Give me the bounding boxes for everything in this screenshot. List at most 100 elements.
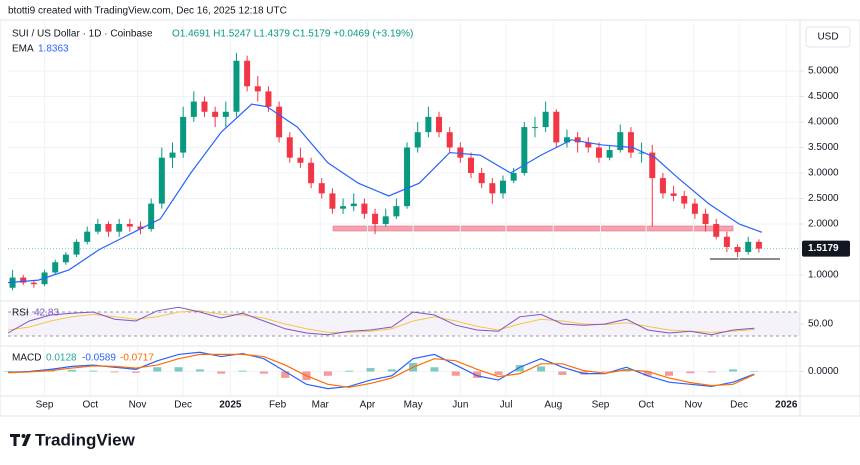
candle-body [382, 216, 389, 224]
candle-body [446, 132, 453, 148]
candle-body [318, 183, 325, 194]
candle-body [73, 241, 80, 255]
x-tick-label: Dec [174, 400, 192, 411]
candle-body [94, 223, 101, 232]
candle-body [169, 152, 176, 158]
x-tick-label: Oct [638, 400, 654, 411]
macd-line [7, 353, 755, 388]
histogram-bar [110, 371, 119, 373]
histogram-bar [601, 371, 610, 372]
candle-body [745, 241, 752, 253]
macd-label: MACD [12, 353, 41, 364]
candle-body [190, 101, 197, 117]
histogram-bar [4, 371, 12, 372]
histogram-bar [451, 371, 460, 376]
candle-body [627, 132, 634, 153]
candle-body [702, 213, 709, 224]
histogram-bar [579, 371, 588, 375]
candle-body [457, 147, 464, 158]
x-tick-label: Apr [360, 400, 376, 411]
histogram-bar [281, 371, 290, 378]
candle-body [350, 203, 357, 207]
histogram-bar [643, 371, 652, 376]
indicator-line [7, 310, 755, 333]
candle-body [681, 195, 688, 204]
logo-dot [21, 434, 26, 438]
x-tick-label: Jul [500, 400, 513, 411]
candle-body [691, 203, 698, 214]
candle-body [340, 206, 347, 209]
candle-body [254, 86, 261, 92]
candle-body [638, 152, 645, 154]
histogram-bar [558, 371, 567, 375]
y-tick-label: 4.0000 [808, 117, 839, 128]
ema-line [7, 103, 763, 284]
candle-body [649, 152, 656, 179]
candle-body [286, 137, 293, 158]
x-tick-label: Dec [730, 400, 748, 411]
candle-body [148, 203, 155, 230]
candle-body [393, 206, 400, 217]
x-tick-label: Jun [452, 400, 468, 411]
candle-body [180, 116, 187, 153]
candle-body [713, 223, 720, 237]
currency[interactable]: USD [817, 32, 838, 43]
candle-body [244, 60, 251, 87]
candle-body [20, 277, 27, 283]
candle-body [126, 223, 133, 227]
candle-body [404, 147, 411, 207]
histogram-bar [473, 371, 482, 378]
histogram-bar [537, 366, 546, 372]
y-tick-label: 4.5000 [808, 91, 839, 102]
y-tick-label: 1.0000 [808, 270, 839, 281]
candle-body [158, 157, 165, 204]
ema-value: 1.8363 [38, 44, 69, 55]
symbol: SUI / US Dollar · 1D · Coinbase [12, 29, 153, 40]
candle-body [212, 111, 219, 117]
candle-body [521, 127, 528, 173]
x-tick-label: Nov [684, 400, 702, 411]
candle-body [617, 132, 624, 151]
currency-button[interactable] [805, 26, 851, 48]
y-tick-label: 2.0000 [808, 219, 839, 230]
histogram-bar [174, 367, 183, 372]
logo-mark [10, 434, 31, 446]
x-tick-label: Feb [269, 400, 287, 411]
ema-label: EMA [12, 44, 34, 55]
candle-body [500, 180, 506, 194]
candle-body [585, 142, 592, 148]
candle-body [606, 150, 613, 158]
histogram-bar [515, 365, 524, 372]
candle-body [62, 254, 69, 263]
y-tick-label: 3.0000 [808, 168, 839, 179]
macd-hist-value: 0.0128 [46, 353, 77, 364]
candle-body [30, 282, 37, 285]
candle-body [222, 111, 229, 117]
last-price-label: 1.5179 [808, 243, 839, 254]
macd-line [7, 351, 755, 390]
x-tick-label: May [404, 400, 423, 411]
x-tick-label: 2025 [219, 400, 242, 411]
candle-body [329, 193, 336, 209]
ohlc: O1.4691 H1.5247 L1.4379 C1.5179 +0.0469 … [172, 29, 413, 40]
candle-body [105, 223, 112, 232]
candle-body [297, 157, 304, 163]
histogram-bar [131, 371, 140, 373]
x-tick-label: Oct [82, 400, 98, 411]
candle-body [553, 111, 560, 143]
histogram-bar [686, 371, 695, 374]
histogram-bar [67, 369, 76, 372]
histogram-bar [323, 371, 332, 376]
candle-body [723, 236, 730, 247]
candle-body [308, 162, 315, 184]
caption: btotti9 created with TradingView.com, De… [8, 6, 287, 17]
histogram-bar [259, 371, 268, 374]
histogram-bar [494, 371, 503, 375]
candle-body [670, 193, 677, 196]
histogram-bar [195, 369, 204, 372]
candle-body [84, 231, 91, 242]
candle-body [137, 226, 144, 230]
candle-body [734, 246, 741, 253]
x-tick-label: 2026 [775, 400, 798, 411]
